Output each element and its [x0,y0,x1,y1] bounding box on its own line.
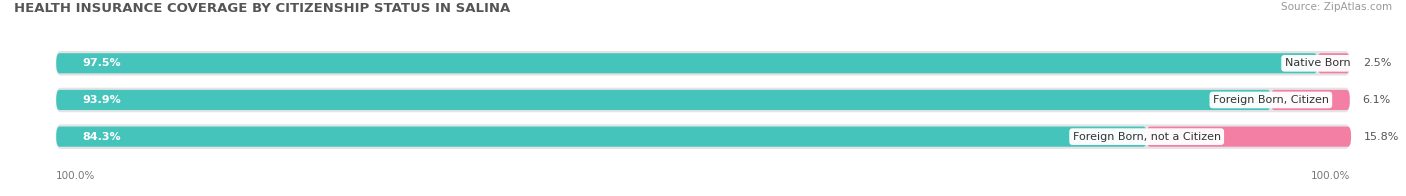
FancyBboxPatch shape [56,51,1350,76]
Text: 97.5%: 97.5% [82,58,121,68]
Text: 93.9%: 93.9% [82,95,121,105]
Text: Native Born: Native Born [1285,58,1350,68]
Text: 6.1%: 6.1% [1362,95,1391,105]
FancyBboxPatch shape [1317,53,1350,73]
Text: Foreign Born, Citizen: Foreign Born, Citizen [1213,95,1329,105]
Text: 15.8%: 15.8% [1364,132,1399,142]
Text: Source: ZipAtlas.com: Source: ZipAtlas.com [1281,2,1392,12]
FancyBboxPatch shape [1147,127,1351,147]
FancyBboxPatch shape [56,124,1350,149]
Text: 100.0%: 100.0% [56,171,96,181]
Text: 100.0%: 100.0% [1310,171,1350,181]
FancyBboxPatch shape [56,53,1317,73]
Text: 84.3%: 84.3% [82,132,121,142]
Text: HEALTH INSURANCE COVERAGE BY CITIZENSHIP STATUS IN SALINA: HEALTH INSURANCE COVERAGE BY CITIZENSHIP… [14,2,510,15]
FancyBboxPatch shape [1271,90,1350,110]
Text: 2.5%: 2.5% [1362,58,1391,68]
Text: Foreign Born, not a Citizen: Foreign Born, not a Citizen [1073,132,1220,142]
FancyBboxPatch shape [56,88,1350,112]
FancyBboxPatch shape [56,90,1271,110]
FancyBboxPatch shape [56,127,1147,147]
